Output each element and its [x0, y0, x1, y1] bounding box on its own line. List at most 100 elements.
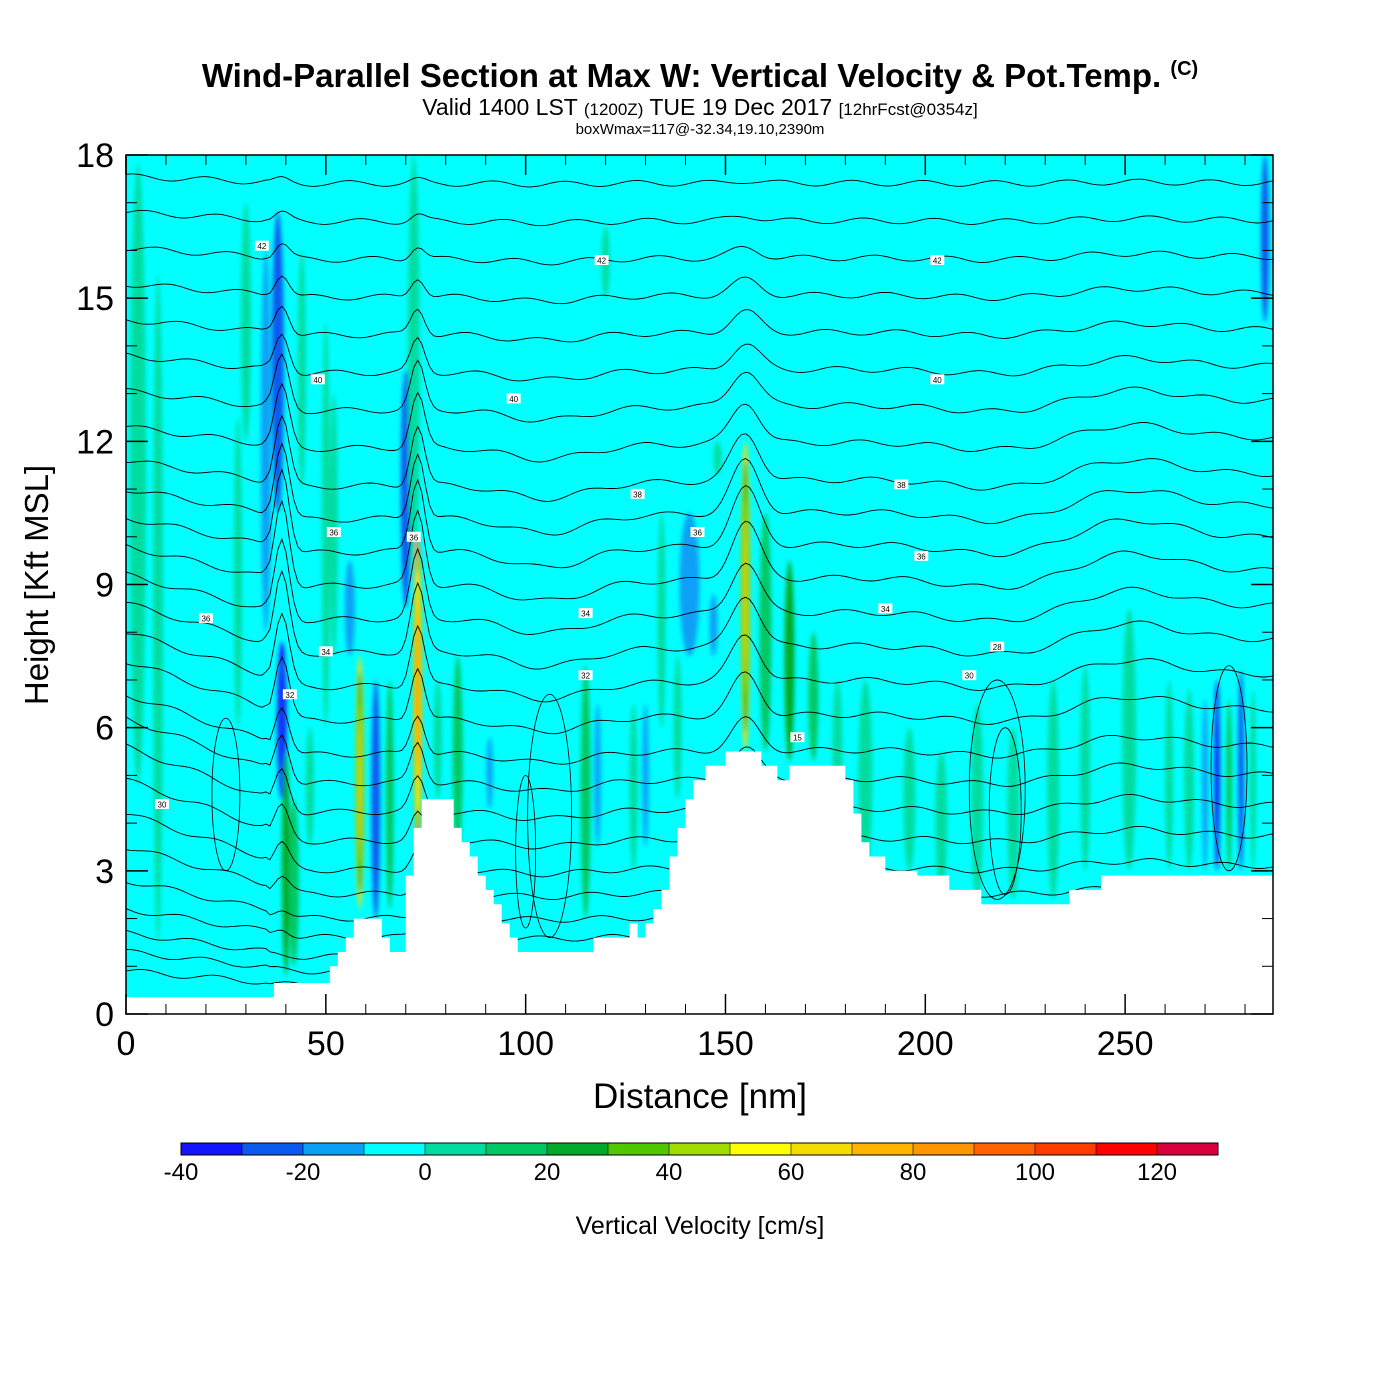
contour-label-11: 36 [917, 552, 926, 561]
contour-label-bg-21 [154, 799, 169, 810]
colorbar-tick-label-0: -40 [164, 1159, 199, 1186]
chart-title-line: Wind-Parallel Section at Max W: Vertical… [0, 50, 1400, 95]
theta-contour-26 [126, 173, 1273, 188]
w-feature-28 [657, 512, 666, 728]
chart-title: Wind-Parallel Section at Max W: Vertical… [201, 57, 1162, 94]
w-core-35-1 [786, 588, 793, 733]
w-feature-11 [321, 322, 330, 728]
contour-label-bg-6 [630, 488, 645, 499]
contour-label-14: 34 [881, 605, 890, 614]
w-feature-10 [305, 727, 314, 847]
w-feature-13 [344, 560, 355, 657]
w-feature-50 [1226, 699, 1233, 871]
x-tick-label-4: 200 [897, 1025, 954, 1063]
contour-label-20: 15 [793, 734, 802, 743]
theta-contour-16 [126, 468, 1273, 569]
colorbar-frame [180, 1142, 1219, 1156]
contour-label-0: 42 [257, 242, 266, 251]
colorbar-swatch-5 [486, 1143, 548, 1155]
contour-label-5: 40 [933, 376, 942, 385]
x-tick-label-2: 100 [497, 1025, 554, 1063]
contour-label-bg-9 [406, 531, 421, 542]
colorbar-swatch-6 [547, 1143, 609, 1155]
w-region-contour-1 [527, 693, 573, 939]
colorbar-swatch-16 [1157, 1143, 1219, 1155]
colorbar-swatch-12 [913, 1143, 975, 1155]
colorbar-swatch-14 [1035, 1143, 1097, 1155]
theta-contour-24 [126, 243, 1273, 266]
theta-contour-13 [126, 569, 1273, 670]
contour-label-7: 38 [897, 481, 906, 490]
x-tick-label-0: 0 [117, 1025, 136, 1063]
colorbar-tick-label-2: 0 [418, 1159, 431, 1186]
theta-contour-14 [126, 537, 1273, 635]
w-feature-26 [629, 703, 638, 871]
x-tick-label-3: 150 [697, 1025, 754, 1063]
colorbar-label: Vertical Velocity [cm/s] [576, 1212, 825, 1240]
contour-label-bg-3 [310, 374, 325, 385]
w-feature-36 [808, 632, 819, 762]
w-feature-32 [713, 441, 722, 475]
y-tick-label-4: 12 [76, 423, 114, 461]
theta-contour-15 [126, 499, 1273, 601]
w-feature-47 [1184, 689, 1195, 871]
w-feature-4 [260, 250, 271, 633]
contour-label-bg-1 [594, 254, 609, 265]
w-feature-21 [452, 656, 463, 857]
w-feature-9 [297, 250, 306, 490]
contour-label-12: 36 [201, 614, 210, 623]
w-feature-38 [858, 679, 873, 871]
w-core-15-2 [374, 726, 378, 872]
w-feature-43 [1047, 679, 1060, 900]
terrain-mask [126, 751, 1273, 1014]
w-feature-45 [1122, 608, 1137, 871]
w-feature-23 [580, 665, 591, 919]
theta-contour-20 [126, 353, 1273, 423]
theta-contour-18 [126, 414, 1273, 502]
w-feature-31 [709, 594, 718, 657]
contour-label-bg-12 [198, 612, 213, 623]
x-tick-label-5: 250 [1097, 1025, 1154, 1063]
forecast-info: [12hrFcst@0354z] [838, 100, 978, 119]
theta-contour-9 [126, 716, 1273, 792]
x-axis-label: Distance [nm] [593, 1077, 807, 1116]
theta-contour-23 [126, 275, 1273, 305]
theta-contour-17 [126, 442, 1273, 536]
theta-contour-25 [126, 209, 1273, 227]
w-feature-34 [759, 512, 772, 752]
colorbar-swatch-10 [791, 1143, 853, 1155]
contour-label-8: 36 [329, 529, 338, 538]
w-feature-48 [1202, 699, 1209, 871]
w-feature-1 [152, 274, 163, 943]
contour-label-10: 36 [693, 529, 702, 538]
contour-label-9: 36 [409, 533, 418, 542]
contour-label-1: 42 [597, 256, 606, 265]
colorbar-swatch-9 [730, 1143, 792, 1155]
contour-label-bg-11 [914, 550, 929, 561]
y-axis-label: Height [Kft MSL] [18, 465, 55, 705]
theta-contour-12 [126, 612, 1273, 703]
contour-label-bg-4 [506, 393, 521, 404]
colorbar-tick-label-6: 80 [900, 1159, 927, 1186]
w-feature-24 [594, 703, 601, 847]
w-feature-8 [288, 799, 299, 967]
contour-label-4: 40 [509, 395, 518, 404]
w-feature-30 [679, 512, 700, 657]
w-core-33-4 [744, 517, 747, 676]
colorbar: -40 -20 0 20 40 60 80 100 120 [164, 1142, 1219, 1186]
contour-label-bg-7 [894, 479, 909, 490]
w-feature-29 [673, 656, 682, 800]
w-feature-20 [433, 679, 442, 800]
contour-label-6: 38 [633, 490, 642, 499]
w-feature-0 [129, 164, 146, 785]
contour-label-bg-16 [990, 641, 1005, 652]
colorbar-swatch-7 [608, 1143, 670, 1155]
theta-contour-22 [126, 305, 1273, 343]
contour-label-bg-19 [282, 689, 297, 700]
title-block: Wind-Parallel Section at Max W: Vertical… [0, 50, 1400, 138]
w-feature-40 [935, 751, 948, 890]
colorbar-swatch-4 [425, 1143, 487, 1155]
w-feature-39 [903, 727, 916, 871]
contour-label-16: 28 [993, 643, 1002, 652]
